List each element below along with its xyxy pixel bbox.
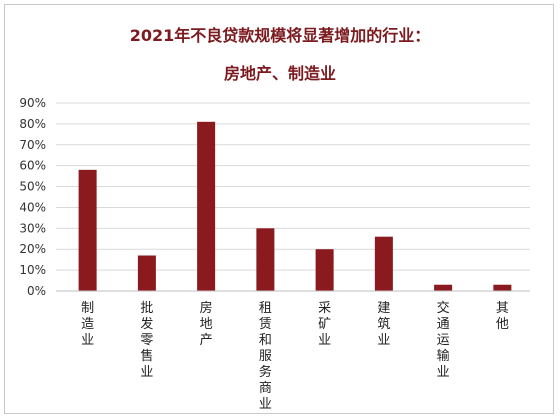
x-category-label: 批发零售业 (140, 301, 153, 380)
bars (78, 121, 512, 291)
x-category-label: 租赁和服务商业 (259, 301, 272, 412)
x-axis-categories: 制造业 批发零售业 房地产 租赁和服务商业 采矿业 建筑业 交通运输业 其他 (81, 300, 509, 412)
bar (256, 228, 275, 291)
y-tick-label: 40% (19, 200, 46, 214)
y-tick-label: 50% (19, 180, 46, 194)
bar (434, 284, 453, 291)
y-tick-label: 0% (27, 284, 46, 298)
bar (315, 249, 334, 291)
x-category-label: 采矿业 (318, 301, 331, 348)
x-category-label: 房地产 (200, 300, 213, 348)
y-tick-label: 20% (19, 242, 46, 256)
y-tick-label: 90% (19, 96, 46, 110)
x-category-label: 建筑业 (377, 301, 390, 348)
y-axis-ticks: 0% 10% 20% 30% 40% 50% 60% 70% 80% 90% (19, 96, 46, 298)
grid-lines (56, 102, 530, 271)
x-category-label: 交通运输业 (437, 300, 450, 380)
y-tick-label: 80% (19, 117, 46, 131)
chart-subtitle: 房地产、制造业 (223, 64, 336, 83)
chart-title: 2021年不良贷款规模将显著增加的行业： (129, 26, 431, 45)
y-tick-label: 70% (19, 138, 46, 152)
bar (78, 169, 97, 291)
x-category-label: 制造业 (81, 301, 94, 348)
bar (137, 255, 156, 291)
y-tick-label: 30% (19, 221, 46, 235)
bar (197, 121, 216, 291)
bar (493, 284, 512, 291)
y-tick-label: 10% (19, 263, 46, 277)
x-category-label: 其他 (496, 301, 509, 332)
y-tick-label: 60% (19, 159, 46, 173)
bar (374, 236, 393, 291)
